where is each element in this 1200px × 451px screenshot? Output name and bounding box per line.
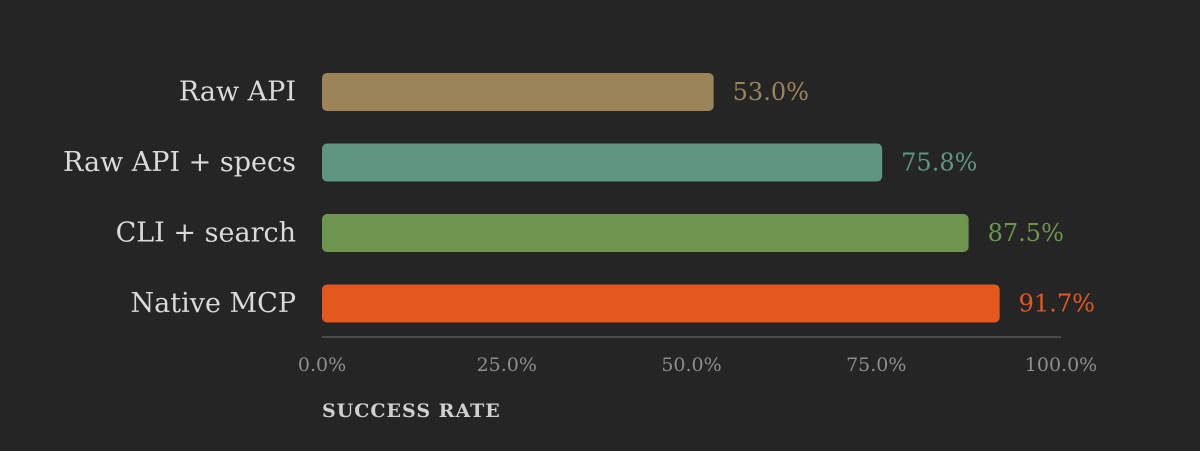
- x-tick-label: 0.0%: [298, 354, 346, 376]
- bar: [322, 284, 1000, 323]
- bar-value-label: 87.5%: [988, 219, 1064, 247]
- category-label: Raw API: [179, 77, 296, 108]
- x-axis-title: SUCCESS RATE: [322, 400, 501, 422]
- x-tick-label: 50.0%: [661, 354, 721, 376]
- bar: [322, 214, 969, 252]
- category-label: CLI + search: [116, 218, 296, 249]
- x-tick-label: 75.0%: [846, 354, 906, 376]
- bar-value-label: 91.7%: [1019, 290, 1095, 318]
- category-label: Raw API + specs: [63, 147, 296, 178]
- bar: [322, 143, 883, 182]
- bar-value-label: 53.0%: [733, 78, 809, 106]
- bar-value-label: 75.8%: [901, 149, 977, 177]
- category-label: Native MCP: [131, 288, 297, 319]
- x-tick-label: 100.0%: [1025, 354, 1097, 376]
- x-tick-label: 25.0%: [477, 354, 537, 376]
- bar: [322, 73, 714, 111]
